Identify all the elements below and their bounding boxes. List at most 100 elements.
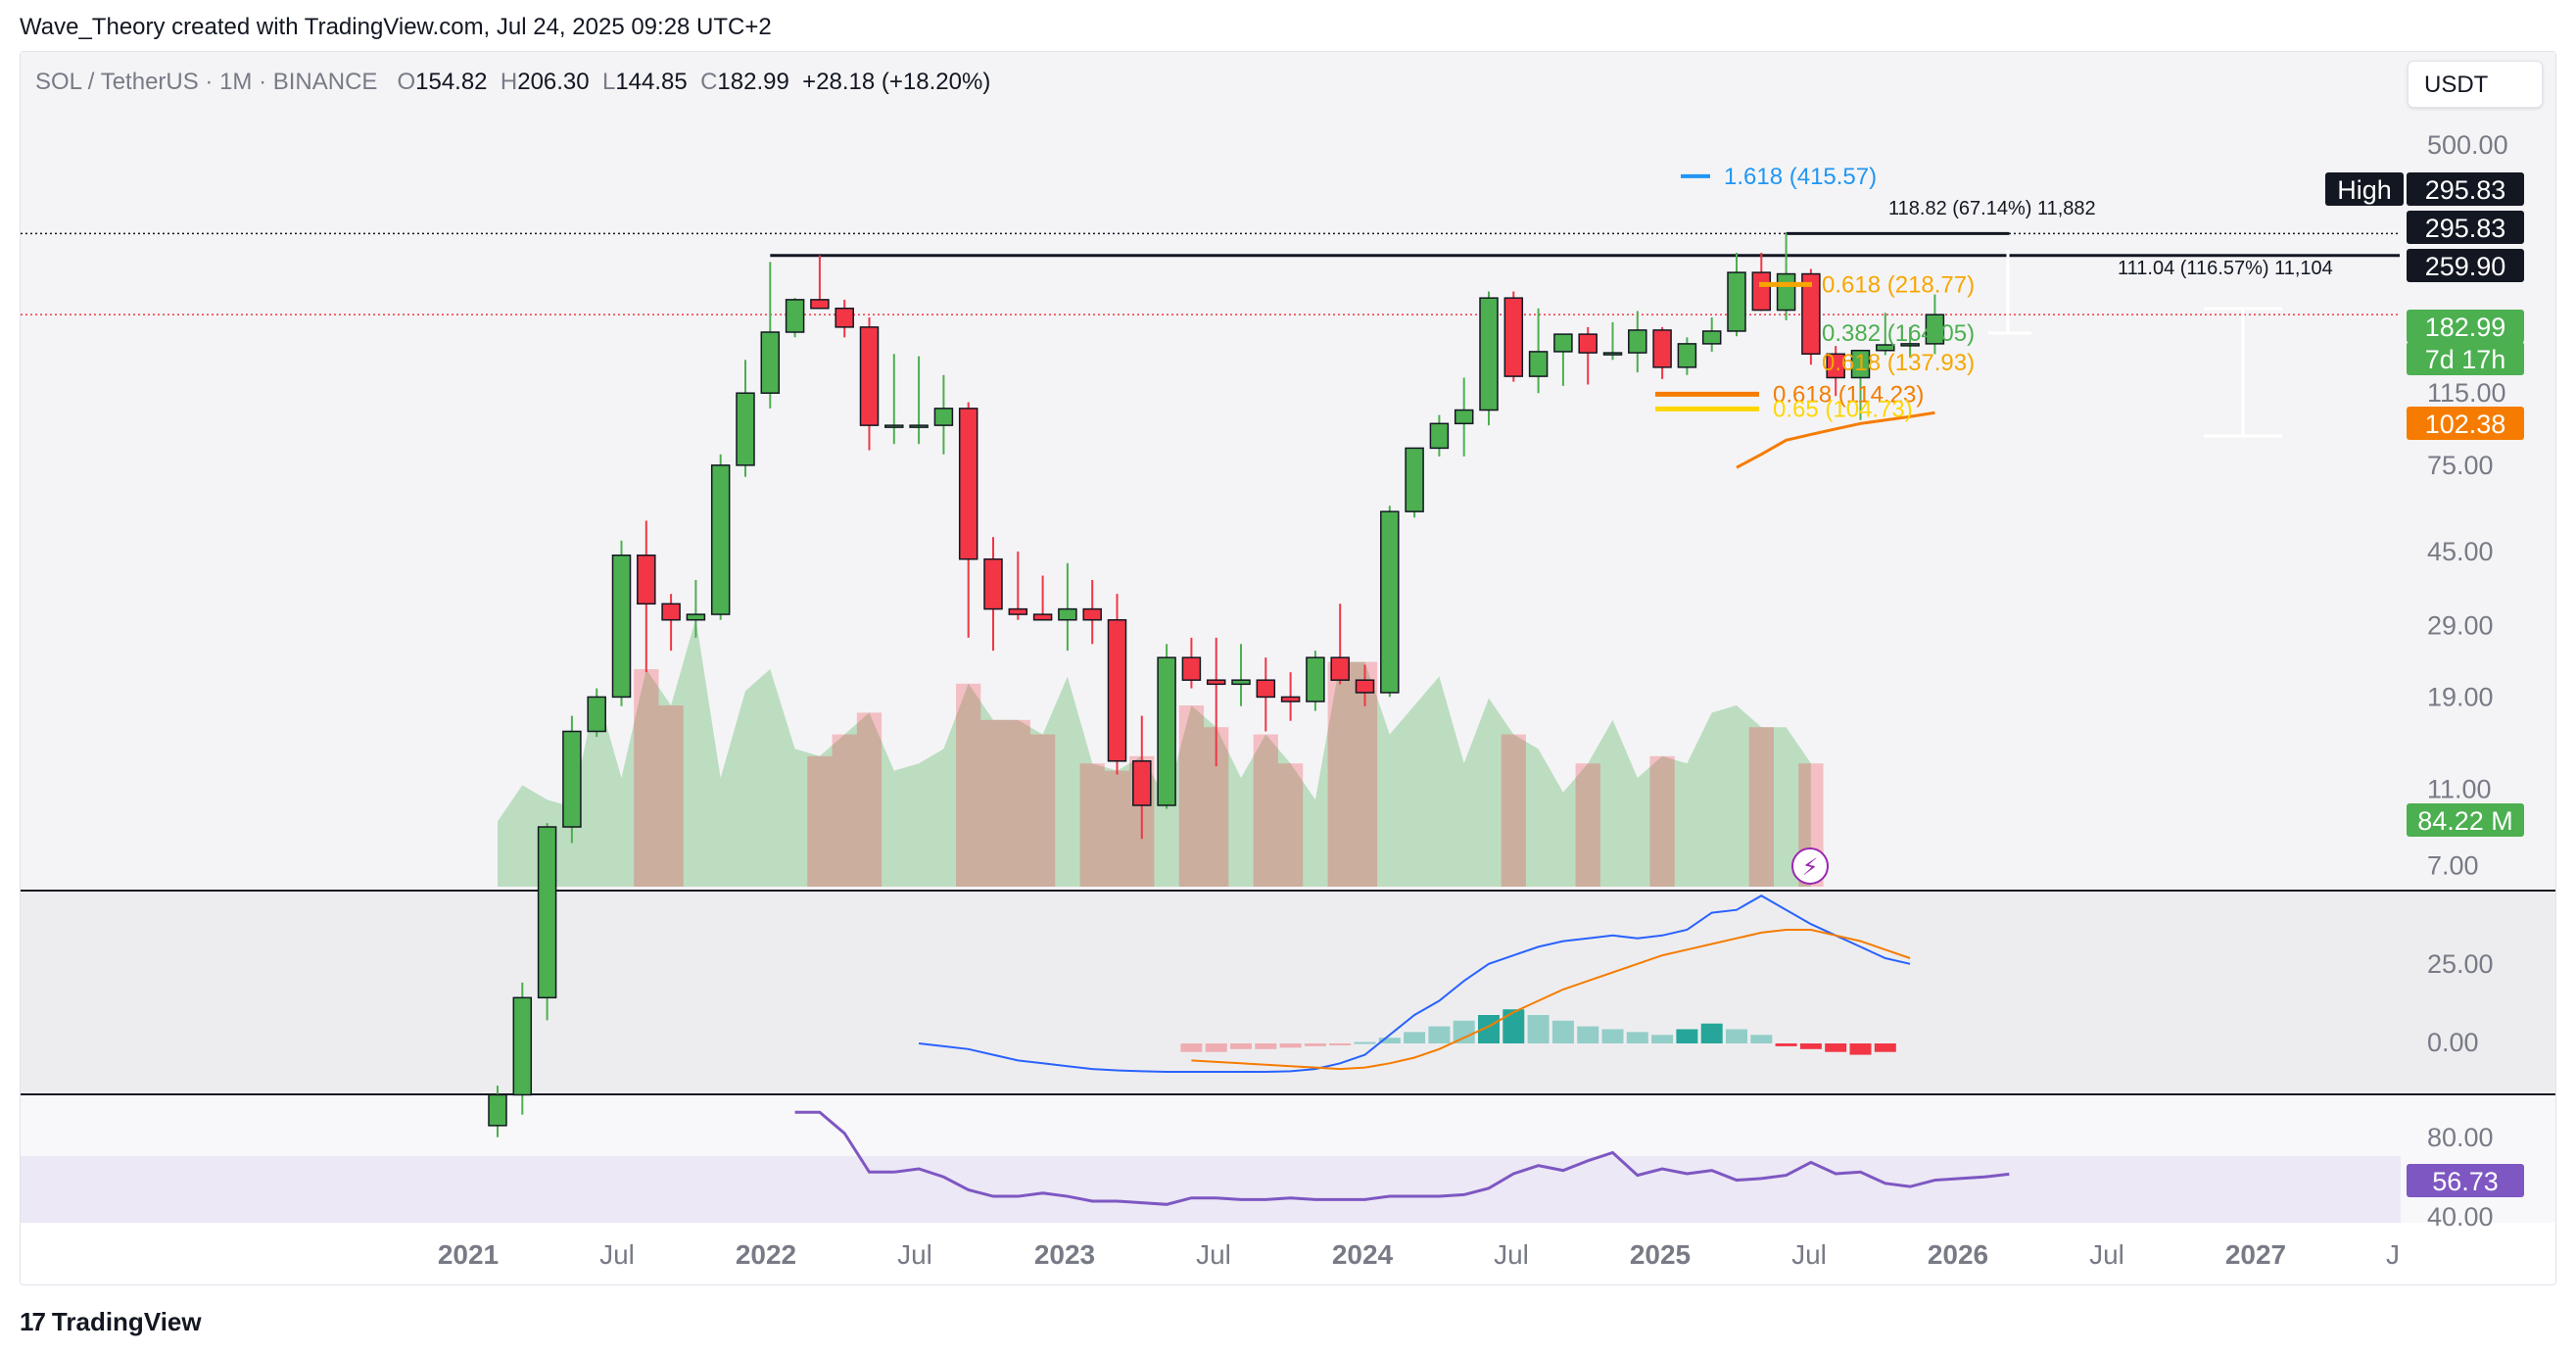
macd-histogram-bar <box>1676 1029 1698 1043</box>
high-tag: High <box>2337 175 2392 205</box>
candle-countdown-tag: 7d 17h <box>2425 345 2506 374</box>
currency-button[interactable]: USDT <box>2408 61 2543 108</box>
candle-body <box>1306 656 1325 702</box>
macd-histogram-bar <box>1775 1043 1797 1046</box>
volume-bar-down <box>1277 763 1304 887</box>
macd-histogram-bar <box>1825 1043 1847 1052</box>
candle-body <box>1082 607 1102 621</box>
macd-axis-tick: 25.00 <box>2427 949 2494 979</box>
change-value: +28.18 (+18.20%) <box>802 69 991 95</box>
volume-bar-down <box>1649 755 1675 887</box>
candle-body <box>1256 679 1276 699</box>
measure-label: 111.04 (116.57%) 11,104 <box>2118 258 2333 279</box>
candle-body <box>1157 656 1176 806</box>
candle-body <box>1677 343 1697 368</box>
volume-bar-down <box>807 755 833 887</box>
high-price-tag-2-bg <box>2407 211 2524 244</box>
volume-bar-down <box>832 734 857 887</box>
candle-body <box>1876 344 1895 352</box>
macd-histogram-bar <box>1279 1043 1302 1048</box>
high-tag-bg <box>2325 172 2404 206</box>
price-axis-tick: 11.00 <box>2427 775 2492 804</box>
symbol-legend[interactable]: SOL / TetherUS · 1M · BINANCE O154.82 H2… <box>35 69 990 96</box>
volume-bar-down <box>856 712 883 887</box>
candle-body <box>1850 349 1871 379</box>
candle-body <box>810 299 830 310</box>
low-label: L <box>601 69 616 95</box>
candle-body <box>909 424 929 428</box>
candle-body <box>1454 409 1474 425</box>
candle-body <box>1058 607 1077 621</box>
macd-histogram-bar <box>1453 1020 1475 1043</box>
brand-name: TradingView <box>51 1307 202 1336</box>
fib-label: 1.618 (415.57) <box>1724 164 1877 190</box>
volume-bar-down <box>980 719 1006 887</box>
candle-body <box>785 299 805 333</box>
candle-body <box>562 730 582 828</box>
macd-histogram-bar <box>1750 1035 1773 1043</box>
candle-body <box>1231 679 1251 686</box>
price-axis-tick: 19.00 <box>2427 682 2494 711</box>
candle-body <box>1503 297 1524 377</box>
candle-body <box>1652 329 1672 368</box>
candle-body <box>1701 330 1722 345</box>
volume-tag-bg <box>2407 803 2524 837</box>
candle-body <box>1008 607 1028 615</box>
price-pane-bg <box>21 52 2555 891</box>
high-price-tag-bg <box>2407 172 2524 206</box>
close-value: 182.99 <box>717 69 789 95</box>
macd-axis-tick: 0.00 <box>2427 1028 2479 1057</box>
high-price-tag: 295.83 <box>2425 175 2506 205</box>
symbol-name[interactable]: SOL / TetherUS · 1M · BINANCE <box>35 69 378 95</box>
volume-bar-down <box>1029 734 1056 887</box>
macd-histogram-bar <box>1205 1043 1227 1052</box>
candle-body <box>1429 422 1450 450</box>
time-axis-tick: Jul <box>897 1239 932 1270</box>
fib-label: 0.618 (137.93) <box>1822 350 1975 376</box>
candle-body <box>686 613 706 621</box>
volume-bar-down <box>1327 661 1353 887</box>
resistance-price-tag: 259.90 <box>2425 252 2506 281</box>
volume-bar-down <box>1748 727 1774 887</box>
volume-bar-down <box>658 705 684 887</box>
candle-body <box>1553 333 1573 353</box>
candle-body <box>1602 352 1623 356</box>
candle-body <box>1206 679 1226 686</box>
candle-body <box>1751 271 1772 312</box>
measure-label: 118.82 (67.14%) 11,882 <box>1888 198 2096 219</box>
candle-body <box>1578 333 1598 354</box>
macd-line <box>918 895 1911 1073</box>
volume-bar-down <box>1079 763 1105 887</box>
time-axis-tick: 2024 <box>1332 1239 1394 1270</box>
macd-histogram-bar <box>1255 1043 1277 1049</box>
macd-pane-bg <box>21 892 2555 1094</box>
tradingview-brand[interactable]: 17 TradingView <box>20 1307 202 1337</box>
fib-label: 0.618 (114.23) <box>1773 381 1924 408</box>
volume-bar-down <box>634 669 659 887</box>
time-axis-tick: Jul <box>1494 1239 1529 1270</box>
time-axis-tick: 2027 <box>2225 1239 2286 1270</box>
candle-body <box>710 464 731 615</box>
time-axis-tick: 2023 <box>1034 1239 1095 1270</box>
volume-bar-down <box>1575 763 1600 887</box>
candle-body <box>1528 351 1549 377</box>
macd-histogram-bar <box>1849 1043 1872 1055</box>
lightning-icon <box>1791 847 1829 885</box>
time-axis-tick: 2025 <box>1630 1239 1691 1270</box>
candle-body <box>537 826 557 999</box>
candle-body <box>1181 656 1202 681</box>
macd-histogram-bar <box>1329 1043 1352 1045</box>
time-axis-tick: Jul <box>2089 1239 2124 1270</box>
price-axis-tick: 500.00 <box>2427 130 2508 160</box>
high-label: H <box>500 69 518 95</box>
price-axis-tick: 29.00 <box>2427 611 2494 641</box>
candle-body <box>1032 613 1053 621</box>
time-axis-tick: 2021 <box>438 1239 499 1270</box>
ma-price-tag: 102.38 <box>2425 410 2506 439</box>
macd-histogram-bar <box>1503 1009 1525 1043</box>
candle-body <box>859 326 880 426</box>
candle-body <box>884 424 904 428</box>
macd-histogram-bar <box>1527 1015 1550 1043</box>
candle-body <box>661 603 681 621</box>
